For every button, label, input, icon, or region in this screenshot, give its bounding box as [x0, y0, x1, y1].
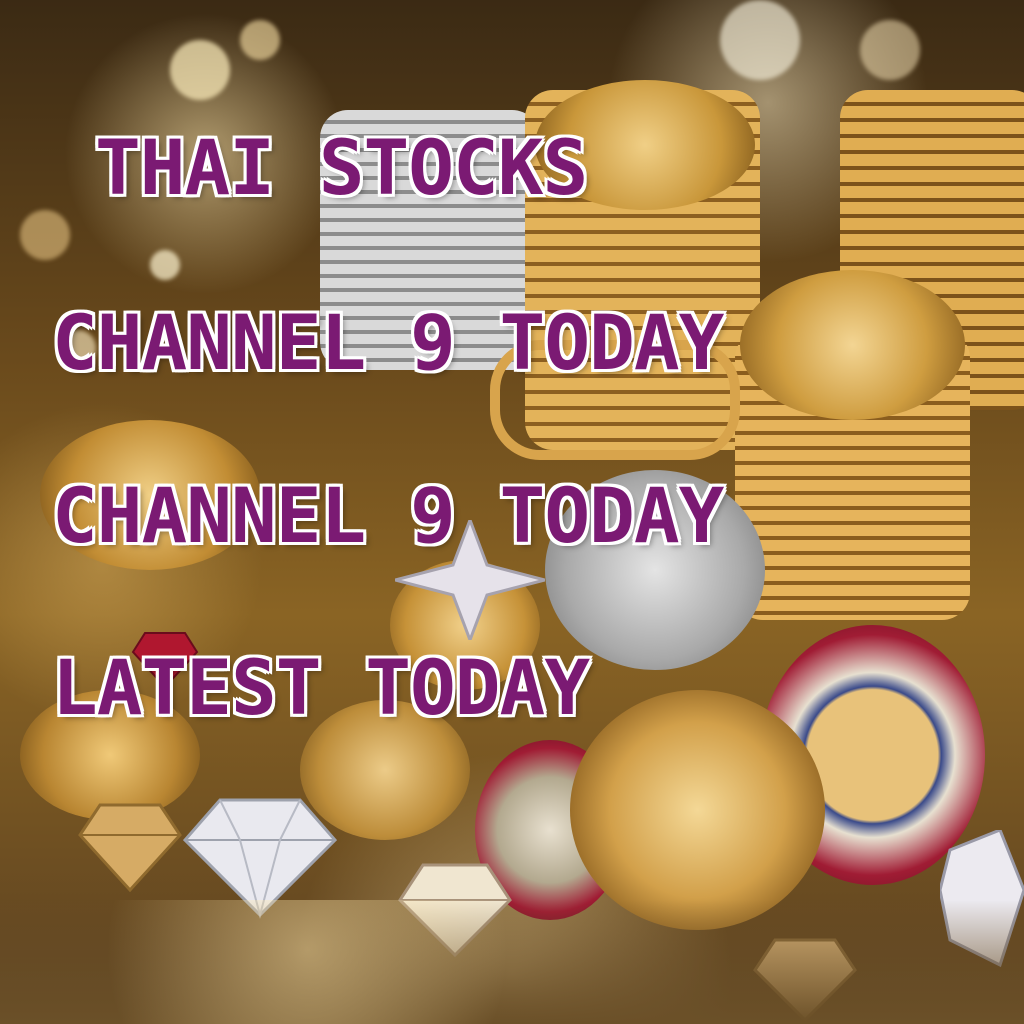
bokeh-light [170, 40, 230, 100]
gold-coin [40, 420, 260, 570]
diamond-icon [78, 803, 182, 893]
headline-line-1: THAI STOCKS [95, 123, 588, 212]
bokeh-light [860, 20, 920, 80]
gold-coin [20, 690, 200, 820]
sparkle-icon [395, 520, 545, 640]
headline-line-2: CHANNEL 9 TODAY [52, 298, 724, 387]
bokeh-light [240, 20, 280, 60]
bokeh-light [150, 250, 180, 280]
gold-coin [300, 700, 470, 840]
ring-icon [490, 340, 740, 460]
glitter-floor [0, 900, 1024, 1024]
diamond-icon [131, 632, 199, 689]
bokeh-light [720, 0, 800, 80]
gold-emblem-coin [570, 690, 825, 930]
headline-line-3: CHANNEL 9 TODAY [52, 471, 724, 560]
headline-line-4: LATEST TODAY [52, 643, 590, 732]
silver-coin-stack [320, 110, 540, 370]
silver-coin [545, 470, 765, 670]
bokeh-light [20, 210, 70, 260]
gold-coin-top [740, 270, 965, 420]
gold-coin-top [535, 80, 755, 210]
bokeh-light [60, 330, 96, 366]
